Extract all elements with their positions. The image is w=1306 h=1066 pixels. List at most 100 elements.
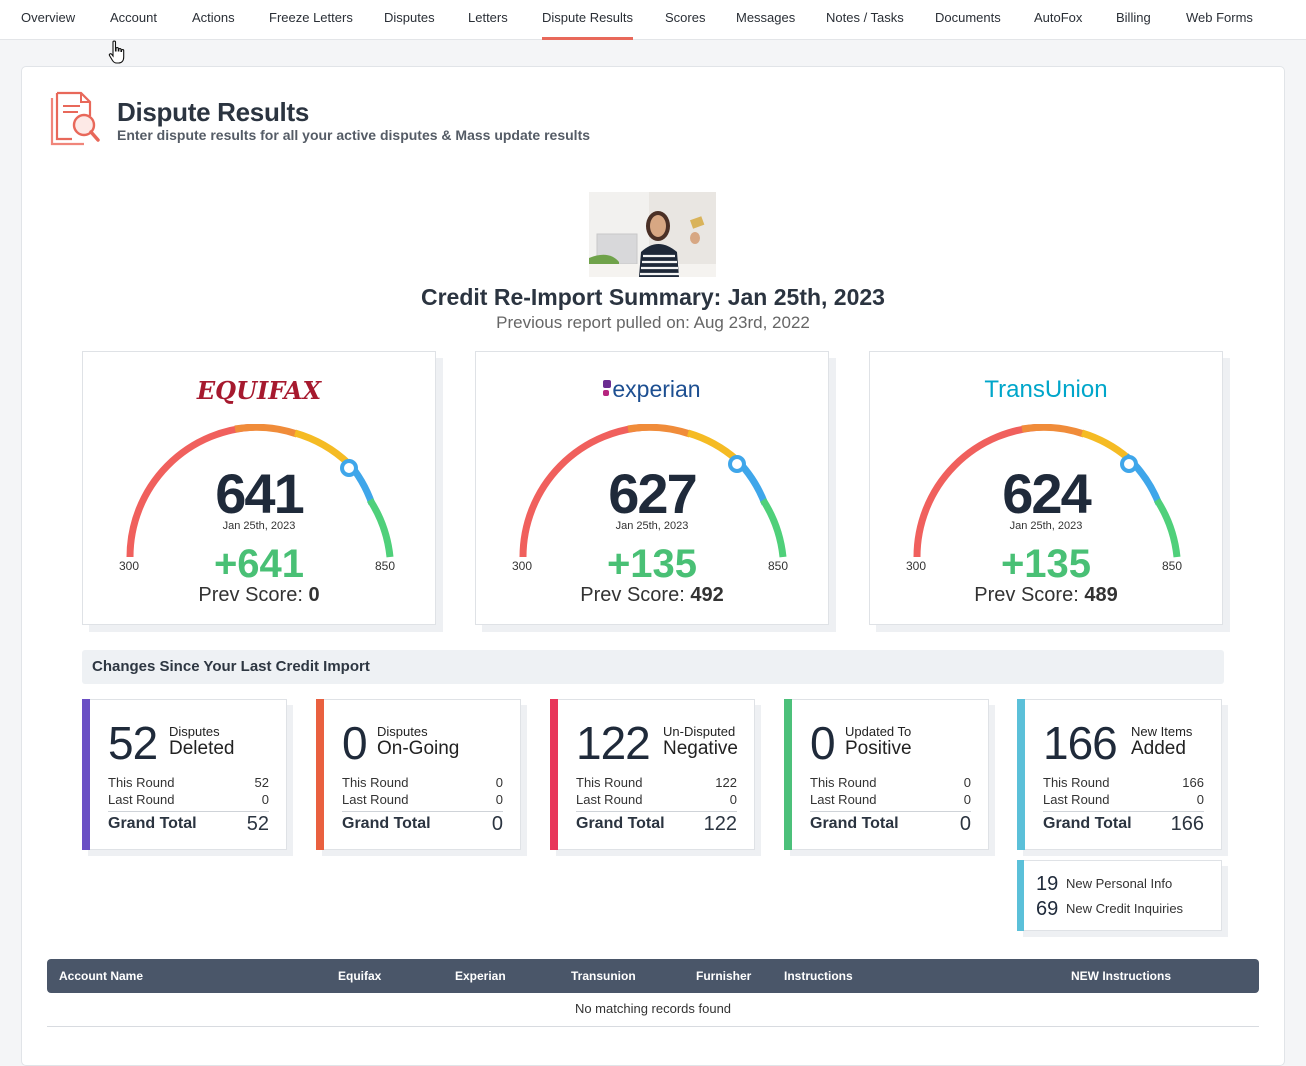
- grand-total-value: 52: [246, 813, 269, 835]
- updated-positive-card: 0 Updated To Positive This Round 0 Last R…: [784, 699, 989, 850]
- this-round-value: 122: [715, 775, 737, 790]
- last-round-row: Last Round 0: [342, 792, 503, 807]
- divider: [576, 811, 737, 812]
- grand-total-row: Grand Total 0: [342, 813, 503, 835]
- divider: [810, 811, 971, 812]
- new-items-added-card: 166 New Items Added This Round 166 Last R…: [1017, 699, 1222, 850]
- score-change: +641: [213, 542, 305, 586]
- prev-score-label: Prev Score:: [198, 584, 303, 606]
- col-experian[interactable]: Experian: [455, 969, 506, 983]
- credit-score: 624: [1002, 462, 1091, 525]
- col-new-instructions[interactable]: NEW Instructions: [1071, 969, 1172, 983]
- equifax-logo: EQUIFAX: [83, 376, 435, 405]
- stat-number: 0: [342, 717, 368, 769]
- gauge-max: 850: [1162, 559, 1183, 573]
- grand-total-row: Grand Total 122: [576, 813, 737, 835]
- tab-billing[interactable]: Billing: [1116, 10, 1151, 25]
- stat-label-main: Deleted: [169, 738, 235, 759]
- divider: [108, 811, 269, 812]
- disputes-deleted-card: 52 Disputes Deleted This Round 52 Last Ro…: [82, 699, 287, 850]
- credit-score: 627: [608, 462, 697, 525]
- last-round-value: 0: [1196, 792, 1204, 807]
- page-title: Dispute Results: [117, 97, 309, 127]
- prev-score-value: 489: [1084, 584, 1118, 606]
- prev-score-value: 0: [308, 584, 320, 606]
- this-round-row: This Round 0: [810, 775, 971, 790]
- grand-total-label: Grand Total: [1043, 815, 1132, 832]
- tab-freeze-letters[interactable]: Freeze Letters: [269, 10, 353, 25]
- last-round-row: Last Round 0: [576, 792, 737, 807]
- col-furnisher[interactable]: Furnisher: [696, 969, 752, 983]
- results-table-header: Account Name Equifax Experian Transunion…: [47, 959, 1259, 993]
- last-round-label: Last Round: [108, 792, 175, 807]
- col-equifax[interactable]: Equifax: [338, 969, 382, 983]
- col-account-name[interactable]: Account Name: [59, 969, 144, 983]
- grand-total-row: Grand Total 52: [108, 813, 269, 835]
- divider: [1043, 811, 1204, 812]
- stat-label-top: Disputes: [377, 724, 428, 739]
- page-subtitle: Enter dispute results for all your activ…: [117, 127, 591, 143]
- last-round-value: 0: [963, 792, 971, 807]
- tab-overview[interactable]: Overview: [21, 10, 76, 25]
- personal-info-count: 19: [1036, 873, 1059, 895]
- tab-autofox[interactable]: AutoFox: [1034, 10, 1083, 25]
- score-gauge: [913, 424, 1181, 558]
- tab-documents[interactable]: Documents: [935, 10, 1001, 25]
- tab-disputes[interactable]: Disputes: [384, 10, 435, 25]
- last-round-row: Last Round 0: [108, 792, 269, 807]
- experian-dots-icon: [603, 380, 612, 398]
- stat-number: 0: [810, 717, 836, 769]
- summary-previous-date: Previous report pulled on: Aug 23rd, 202…: [496, 313, 810, 332]
- tab-dispute-results[interactable]: Dispute Results: [542, 0, 634, 40]
- new-info-card: 19 New Personal Info 69 New Credit Inqui…: [1017, 860, 1222, 931]
- stat-label-top: Disputes: [169, 724, 220, 739]
- card-accent-bar: [550, 699, 558, 850]
- credit-score: 641: [215, 462, 304, 525]
- grand-total-label: Grand Total: [576, 815, 665, 832]
- bureau-name: TransUnion: [984, 376, 1108, 403]
- this-round-label: This Round: [810, 775, 877, 790]
- stat-label-main: Added: [1131, 738, 1186, 759]
- previous-score: Prev Score: 0: [83, 584, 435, 607]
- this-round-row: This Round 0: [342, 775, 503, 790]
- tab-web-forms[interactable]: Web Forms: [1186, 10, 1253, 25]
- summary-title: Credit Re-Import Summary: Jan 25th, 2023: [421, 284, 885, 310]
- hand-cursor-icon: [108, 40, 125, 64]
- score-gauge: [519, 424, 787, 558]
- col-transunion[interactable]: Transunion: [571, 969, 636, 983]
- tab-scores[interactable]: Scores: [665, 10, 706, 25]
- col-instructions[interactable]: Instructions: [784, 969, 853, 983]
- last-round-row: Last Round 0: [810, 792, 971, 807]
- card-accent-bar: [1017, 860, 1024, 931]
- transunion-logo: TransUnion: [870, 376, 1222, 404]
- score-change: +135: [1000, 542, 1092, 586]
- stat-label-top: Updated To: [845, 724, 912, 739]
- equifax-score-card: EQUIFAX 641 Jan 25th, 2023 300 850 +641 …: [82, 351, 436, 625]
- grand-total-row: Grand Total 166: [1043, 813, 1204, 835]
- stat-label-main: On-Going: [377, 738, 460, 759]
- disputes-ongoing-card: 0 Disputes On-Going This Round 0 Last Rou…: [316, 699, 521, 850]
- gauge-min: 300: [512, 559, 533, 573]
- gauge-min: 300: [119, 559, 140, 573]
- previous-score: Prev Score: 492: [476, 584, 828, 607]
- tab-notes-tasks[interactable]: Notes / Tasks: [826, 10, 904, 25]
- score-gauge: [126, 424, 394, 558]
- stat-label-main: Positive: [845, 738, 912, 759]
- grand-total-label: Grand Total: [342, 815, 431, 832]
- tab-messages[interactable]: Messages: [736, 10, 796, 25]
- last-round-label: Last Round: [342, 792, 409, 807]
- changes-section-title: Changes Since Your Last Credit Import: [82, 650, 1224, 684]
- tab-actions[interactable]: Actions: [192, 10, 235, 25]
- last-round-label: Last Round: [1043, 792, 1110, 807]
- tab-letters[interactable]: Letters: [468, 10, 508, 25]
- card-accent-bar: [82, 699, 90, 850]
- this-round-label: This Round: [576, 775, 643, 790]
- grand-total-label: Grand Total: [810, 815, 899, 832]
- gauge-min: 300: [906, 559, 927, 573]
- top-nav: Overview Account Actions Freeze Letters …: [0, 0, 1306, 40]
- client-photo: [589, 192, 716, 277]
- stat-label-top: New Items: [1131, 724, 1193, 739]
- tab-account[interactable]: Account: [110, 10, 157, 25]
- table-empty-message: No matching records found: [47, 993, 1259, 1027]
- this-round-value: 52: [254, 775, 269, 790]
